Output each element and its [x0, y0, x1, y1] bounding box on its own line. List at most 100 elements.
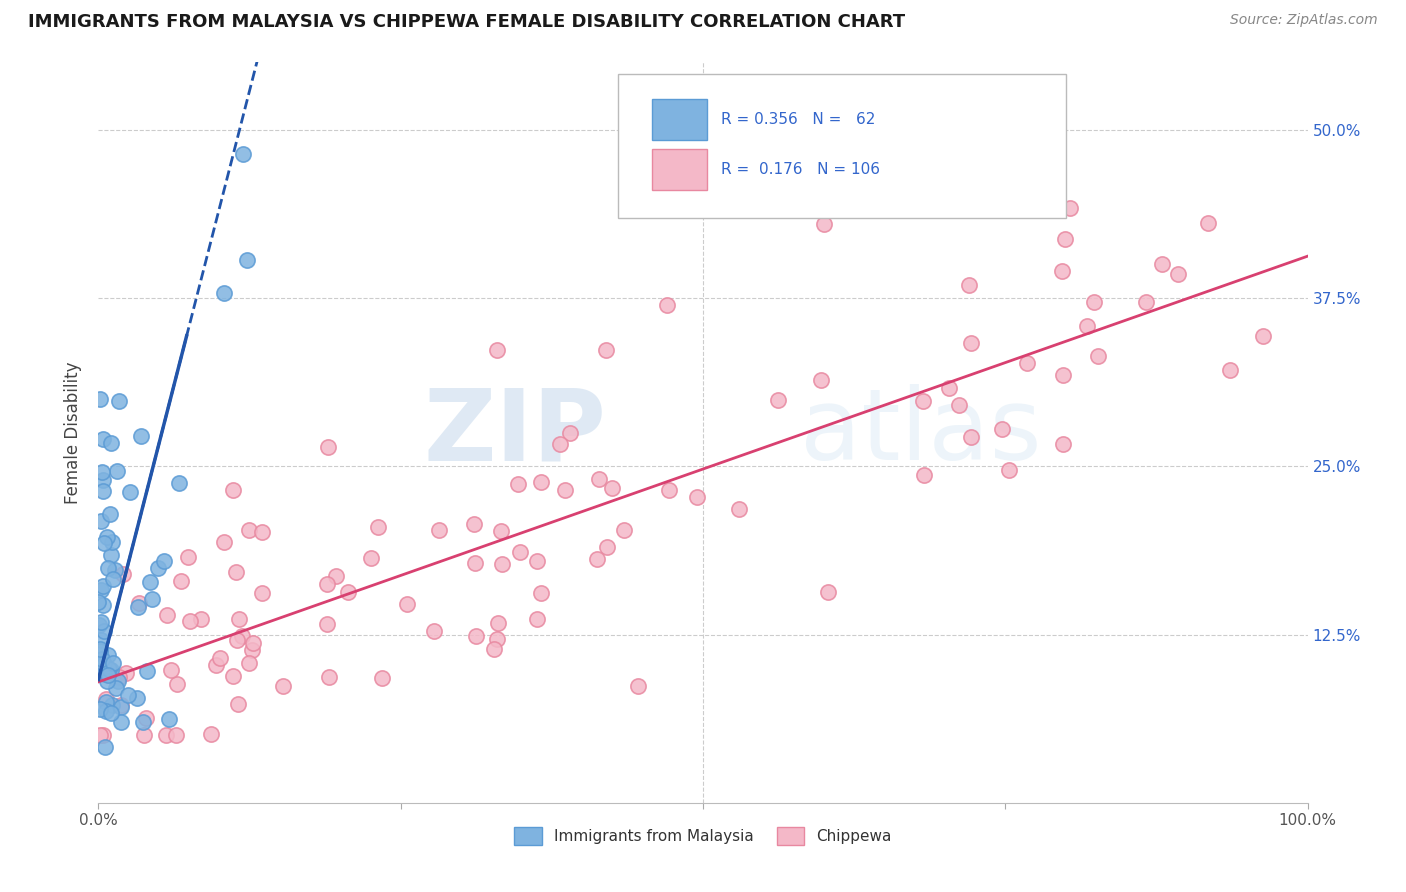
Point [250, 525, 273, 540]
Point [508, 477, 530, 491]
Point [1076, 319, 1098, 334]
Point [948, 399, 970, 413]
Point [131, 714, 153, 729]
Point [156, 608, 179, 623]
Point [89, 701, 111, 715]
Point [817, 585, 839, 599]
Point [367, 520, 389, 534]
Point [226, 697, 249, 711]
Point [238, 523, 260, 537]
Point [938, 381, 960, 395]
Point [465, 630, 488, 644]
Point [132, 729, 155, 743]
Point [998, 462, 1021, 476]
Point [118, 485, 141, 500]
Point [530, 586, 553, 600]
Point [586, 551, 609, 566]
Point [190, 612, 212, 626]
Point [1083, 294, 1105, 309]
Point [655, 298, 678, 312]
Point [1197, 216, 1219, 230]
Point [152, 554, 174, 568]
Point [94, 739, 117, 754]
Text: ZIP: ZIP [423, 384, 606, 481]
Point [912, 393, 935, 408]
FancyBboxPatch shape [652, 99, 707, 140]
Point [103, 656, 125, 670]
Point [93, 536, 115, 550]
Point [89, 642, 111, 657]
Point [1152, 257, 1174, 271]
Point [486, 615, 509, 630]
Point [482, 642, 505, 657]
Point [959, 430, 981, 444]
Point [90, 615, 112, 629]
Text: R = 0.356   N =   62: R = 0.356 N = 62 [721, 112, 876, 127]
Point [93, 473, 115, 487]
Point [485, 343, 508, 358]
Point [90, 633, 112, 648]
Point [1251, 329, 1274, 343]
Point [463, 516, 485, 531]
Point [991, 422, 1014, 436]
Point [486, 632, 509, 647]
Point [548, 436, 571, 450]
Point [627, 679, 650, 693]
Point [96, 704, 118, 718]
Point [103, 563, 125, 577]
Point [242, 636, 264, 650]
Point [316, 617, 339, 632]
Point [728, 502, 751, 516]
Legend: Immigrants from Malaysia, Chippewa: Immigrants from Malaysia, Chippewa [508, 821, 898, 851]
Point [170, 574, 193, 588]
Text: R =  0.176   N = 106: R = 0.176 N = 106 [721, 161, 880, 177]
Point [595, 540, 617, 554]
Point [810, 373, 832, 387]
Point [90, 582, 112, 597]
Point [371, 672, 394, 686]
Point [110, 700, 132, 714]
Point [110, 698, 132, 713]
Point [395, 597, 418, 611]
Point [959, 335, 981, 350]
Point [100, 663, 122, 677]
Point [526, 612, 548, 626]
Point [1017, 355, 1039, 369]
Point [325, 569, 347, 583]
Point [595, 343, 617, 357]
Point [600, 481, 623, 495]
Text: atlas: atlas [800, 384, 1042, 481]
Point [209, 650, 232, 665]
Point [89, 729, 111, 743]
Point [107, 464, 129, 478]
Point [1052, 436, 1074, 450]
Point [1054, 232, 1077, 246]
Point [89, 618, 111, 632]
Point [658, 483, 681, 497]
Point [93, 667, 115, 681]
Point [100, 435, 122, 450]
Point [97, 648, 120, 662]
Point [530, 475, 553, 490]
Point [1135, 295, 1157, 310]
Point [766, 393, 789, 408]
Point [97, 561, 120, 575]
Point [240, 642, 263, 657]
Point [166, 677, 188, 691]
Point [128, 596, 150, 610]
Point [489, 524, 512, 538]
Point [160, 663, 183, 677]
Text: Source: ZipAtlas.com: Source: ZipAtlas.com [1230, 13, 1378, 28]
Point [135, 665, 157, 679]
Point [200, 727, 222, 741]
Point [165, 729, 187, 743]
Point [225, 565, 247, 579]
Point [464, 556, 486, 570]
Point [613, 523, 636, 537]
Point [97, 662, 120, 676]
Point [135, 711, 157, 725]
Point [131, 429, 153, 443]
Point [252, 585, 274, 599]
Point [117, 688, 139, 702]
Point [236, 252, 259, 267]
